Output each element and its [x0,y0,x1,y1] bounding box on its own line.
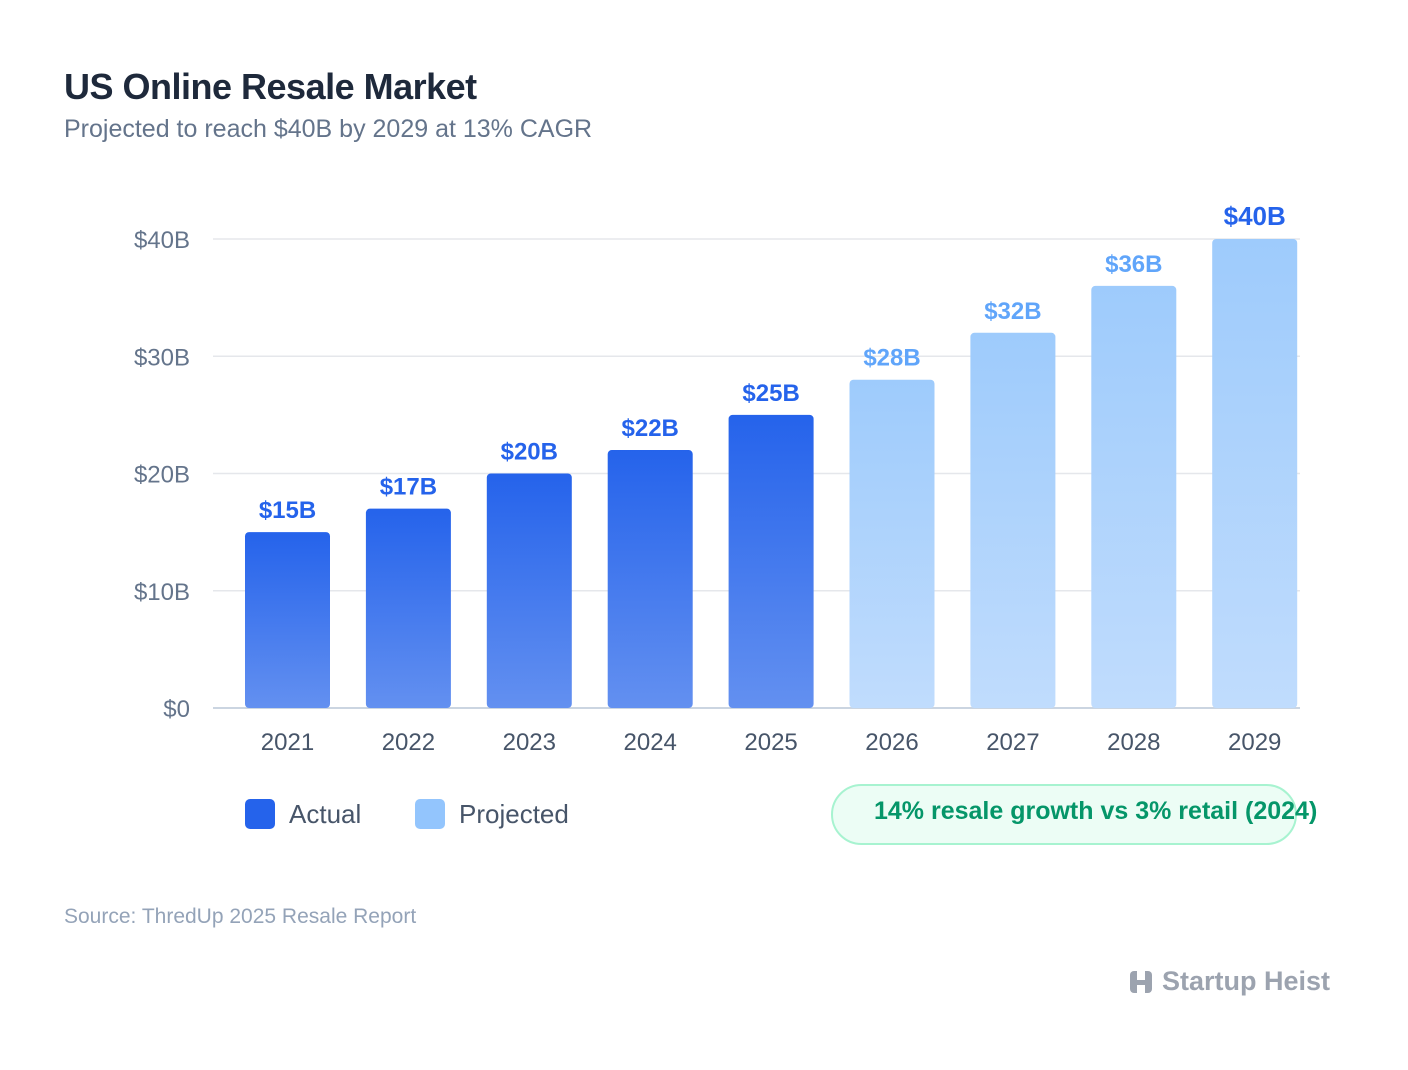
legend-actual-label: Actual [289,798,362,829]
growth-callout-badge [831,784,1297,845]
y-tick-label: $30B [134,344,190,371]
chart-subtitle: Projected to reach $40B by 2029 at 13% C… [64,115,593,143]
legend-projected-swatch [415,799,445,829]
data-label-2027: $32B [984,298,1041,325]
legend-actual: Actual [245,797,361,831]
bar-2021 [245,532,330,708]
bar-2024 [607,450,693,708]
data-label-2025: $25B [742,380,799,407]
data-label-2021: $15B [259,497,316,524]
data-label-2023: $20B [501,439,558,466]
x-tick-label-2026: 2026 [865,729,918,756]
bar-2022 [365,508,451,708]
x-tick-label-2023: 2023 [503,729,556,756]
x-tick-label-2029: 2029 [1228,729,1281,756]
bar-2023 [486,473,572,708]
x-tick-label-2024: 2024 [624,729,677,756]
bar-2025 [728,414,814,708]
x-tick-label-2022: 2022 [382,729,435,756]
data-label-2024: $22B [622,415,679,442]
x-tick-label-2021: 2021 [261,729,314,756]
brand-name: Startup Heist [1162,966,1331,996]
x-tick-label-2028: 2028 [1107,729,1160,756]
data-label-2028: $36B [1105,251,1162,278]
data-label-2029: $40B [1224,201,1286,231]
bar-chart: $0 $10B $20B $30B $40B $15B 2021 $17B 2022 $20B 20… [134,201,1300,756]
x-tick-label-2025: 2025 [744,729,797,756]
growth-callout-text: 14% resale growth vs 3% retail (2024) [874,797,1318,825]
startup-heist-logo-icon [1130,970,1152,993]
y-tick-label: $0 [163,696,190,723]
legend-actual-swatch [245,799,275,829]
data-label-2022: $17B [380,474,437,501]
data-label-2026: $28B [863,345,920,372]
chart-title: US Online Resale Market [64,66,477,107]
brand-logo: Startup Heist [1128,966,1330,997]
bar-2026 [849,379,935,708]
bar-2029 [1212,239,1298,708]
y-tick-label: $20B [134,462,190,489]
source-note: Source: ThredUp 2025 Resale Report [64,905,417,928]
legend-projected: Projected [415,797,569,831]
bar-2028 [1091,285,1177,708]
x-tick-label-2027: 2027 [986,729,1039,756]
y-tick-label: $10B [134,579,190,606]
bar-2027 [970,332,1056,708]
y-tick-label: $40B [134,227,190,254]
legend-projected-label: Projected [459,798,569,829]
